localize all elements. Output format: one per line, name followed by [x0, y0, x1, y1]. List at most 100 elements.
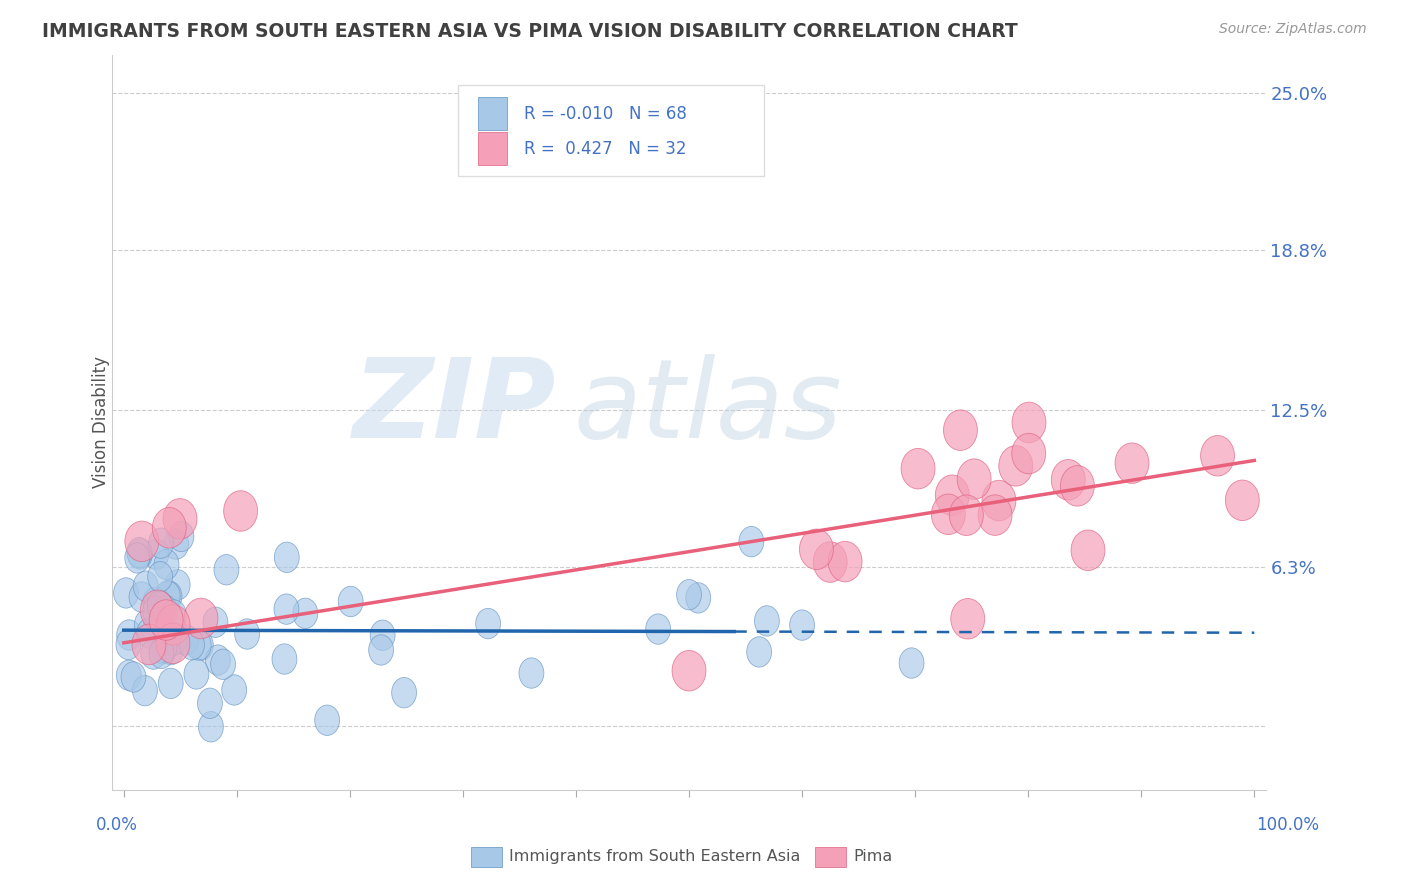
- Ellipse shape: [166, 570, 190, 600]
- Ellipse shape: [222, 674, 246, 706]
- Ellipse shape: [935, 475, 969, 516]
- Ellipse shape: [198, 712, 224, 742]
- Ellipse shape: [142, 596, 167, 626]
- Ellipse shape: [148, 591, 173, 621]
- Ellipse shape: [117, 660, 141, 690]
- Ellipse shape: [1012, 402, 1046, 442]
- Ellipse shape: [274, 542, 299, 573]
- Ellipse shape: [950, 599, 984, 639]
- Ellipse shape: [180, 630, 204, 660]
- Text: 0.0%: 0.0%: [96, 816, 138, 834]
- Ellipse shape: [184, 599, 218, 639]
- Ellipse shape: [159, 634, 183, 665]
- Ellipse shape: [205, 645, 231, 675]
- Ellipse shape: [943, 410, 977, 450]
- Ellipse shape: [157, 581, 181, 611]
- Ellipse shape: [173, 624, 198, 655]
- Ellipse shape: [141, 590, 174, 631]
- Ellipse shape: [274, 594, 299, 624]
- Ellipse shape: [900, 648, 924, 678]
- Ellipse shape: [127, 538, 152, 568]
- Ellipse shape: [800, 529, 834, 570]
- Ellipse shape: [125, 542, 149, 573]
- Ellipse shape: [214, 555, 239, 585]
- Ellipse shape: [188, 630, 214, 661]
- Ellipse shape: [1115, 443, 1149, 483]
- Ellipse shape: [392, 678, 416, 708]
- Ellipse shape: [149, 599, 183, 640]
- Ellipse shape: [981, 480, 1017, 521]
- Ellipse shape: [901, 449, 935, 489]
- Ellipse shape: [368, 635, 394, 665]
- Ellipse shape: [132, 624, 166, 665]
- Ellipse shape: [121, 662, 146, 692]
- Ellipse shape: [747, 637, 772, 667]
- Ellipse shape: [1201, 435, 1234, 476]
- Ellipse shape: [156, 605, 190, 645]
- Ellipse shape: [162, 625, 187, 656]
- Ellipse shape: [142, 615, 167, 646]
- Ellipse shape: [370, 620, 395, 650]
- Y-axis label: Vision Disability: Vision Disability: [93, 357, 110, 489]
- Ellipse shape: [949, 495, 983, 535]
- Ellipse shape: [163, 529, 188, 559]
- Ellipse shape: [129, 582, 153, 612]
- Ellipse shape: [155, 581, 180, 611]
- Ellipse shape: [152, 626, 177, 657]
- Ellipse shape: [1012, 434, 1046, 474]
- Ellipse shape: [136, 618, 162, 648]
- Ellipse shape: [197, 688, 222, 718]
- Ellipse shape: [211, 649, 235, 680]
- Ellipse shape: [115, 629, 141, 660]
- Ellipse shape: [931, 494, 966, 534]
- Ellipse shape: [162, 599, 187, 630]
- Ellipse shape: [645, 614, 671, 644]
- Ellipse shape: [184, 659, 209, 690]
- Ellipse shape: [128, 539, 152, 569]
- Text: R =  0.427   N = 32: R = 0.427 N = 32: [524, 140, 686, 158]
- Ellipse shape: [740, 526, 763, 557]
- FancyBboxPatch shape: [478, 97, 506, 130]
- Ellipse shape: [828, 541, 862, 582]
- Ellipse shape: [187, 630, 211, 661]
- Ellipse shape: [132, 675, 157, 706]
- Ellipse shape: [813, 541, 848, 582]
- Text: atlas: atlas: [574, 354, 842, 461]
- Ellipse shape: [152, 632, 177, 663]
- Text: Immigrants from South Eastern Asia: Immigrants from South Eastern Asia: [509, 849, 800, 863]
- Ellipse shape: [339, 586, 363, 616]
- Ellipse shape: [114, 578, 138, 608]
- Ellipse shape: [153, 595, 179, 625]
- Text: 100.0%: 100.0%: [1256, 816, 1319, 834]
- Ellipse shape: [135, 609, 159, 640]
- Ellipse shape: [1071, 530, 1105, 571]
- FancyBboxPatch shape: [478, 132, 506, 165]
- Ellipse shape: [979, 495, 1012, 535]
- Ellipse shape: [292, 599, 318, 629]
- Ellipse shape: [235, 619, 260, 649]
- Ellipse shape: [475, 608, 501, 639]
- Text: Pima: Pima: [853, 849, 893, 863]
- Ellipse shape: [149, 638, 174, 669]
- Ellipse shape: [315, 705, 340, 736]
- Ellipse shape: [271, 644, 297, 674]
- Ellipse shape: [152, 508, 186, 548]
- Ellipse shape: [998, 446, 1032, 486]
- FancyBboxPatch shape: [458, 85, 763, 177]
- Ellipse shape: [117, 620, 142, 650]
- Text: R = -0.010   N = 68: R = -0.010 N = 68: [524, 104, 688, 122]
- Ellipse shape: [169, 521, 194, 551]
- Ellipse shape: [148, 561, 173, 592]
- Ellipse shape: [1052, 459, 1085, 500]
- Text: Source: ZipAtlas.com: Source: ZipAtlas.com: [1219, 22, 1367, 37]
- Ellipse shape: [156, 624, 190, 664]
- Ellipse shape: [134, 571, 157, 601]
- Ellipse shape: [141, 639, 166, 669]
- Ellipse shape: [143, 587, 167, 617]
- Ellipse shape: [686, 582, 710, 613]
- Ellipse shape: [163, 499, 197, 539]
- Text: IMMIGRANTS FROM SOUTH EASTERN ASIA VS PIMA VISION DISABILITY CORRELATION CHART: IMMIGRANTS FROM SOUTH EASTERN ASIA VS PI…: [42, 22, 1018, 41]
- Ellipse shape: [1226, 480, 1260, 521]
- Ellipse shape: [149, 528, 173, 558]
- Ellipse shape: [224, 491, 257, 532]
